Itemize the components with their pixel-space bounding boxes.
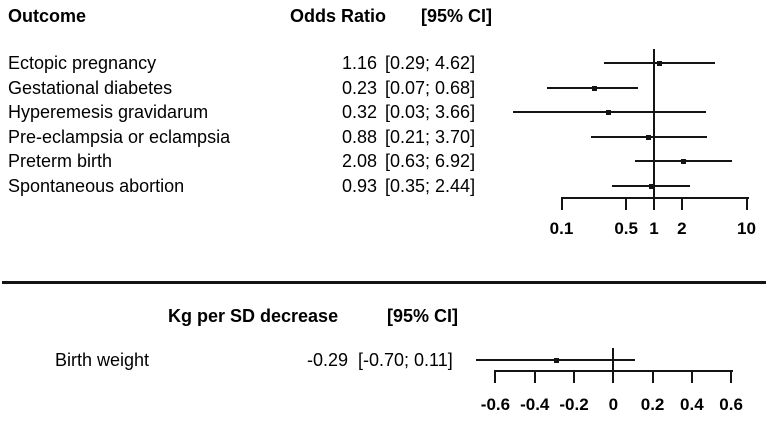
ci-column-header-top: [95% CI] <box>421 6 493 26</box>
axis-tick-label: 0.2 <box>640 395 665 414</box>
axis-tick-label: 10 <box>737 219 756 238</box>
point-estimate <box>648 183 654 189</box>
row-estimate: -0.29 <box>306 350 348 370</box>
panel-divider <box>2 281 766 284</box>
row-estimate: 0.32 <box>341 102 377 122</box>
row-ci: [0.07; 0.68] <box>385 78 476 98</box>
kg-per-sd-column-header: Kg per SD decrease <box>168 306 339 326</box>
row-ci: [0.35; 2.44] <box>385 176 476 196</box>
odds-ratio-column-header: Odds Ratio <box>290 6 387 26</box>
point-estimate <box>680 158 686 164</box>
axis-tick <box>560 197 563 210</box>
axis-tick-label: 0 <box>608 395 619 414</box>
point-estimate <box>605 109 611 115</box>
axis-tick <box>651 370 654 383</box>
row-label: Hyperemesis gravidarum <box>8 102 209 122</box>
row-estimate: 2.08 <box>341 151 377 171</box>
row-estimate: 0.88 <box>341 127 377 147</box>
row-ci: [0.21; 3.70] <box>385 127 476 147</box>
point-estimate <box>592 85 598 91</box>
row-label: Ectopic pregnancy <box>8 53 157 73</box>
axis-tick-label: 0.4 <box>680 395 704 414</box>
row-estimate: 1.16 <box>341 53 377 73</box>
axis-tick-label: -0.6 <box>480 395 511 414</box>
axis-tick-label: 0.5 <box>614 219 638 238</box>
axis-tick <box>533 370 536 383</box>
axis-tick <box>653 197 655 210</box>
axis-tick <box>612 370 615 383</box>
axis-tick <box>690 370 693 383</box>
row-ci: [0.03; 3.66] <box>385 102 476 122</box>
axis-tick-label: -0.4 <box>520 395 550 414</box>
axis-tick-label: 0.1 <box>549 219 574 238</box>
row-label: Preterm birth <box>8 151 113 171</box>
axis-tick-label: -0.2 <box>559 395 589 414</box>
row-estimate: 0.23 <box>341 78 377 98</box>
axis-tick <box>573 370 576 383</box>
row-ci: [0.29; 4.62] <box>385 53 476 73</box>
row-ci: [0.63; 6.92] <box>385 151 476 171</box>
point-estimate <box>657 60 663 66</box>
axis-line <box>561 197 749 199</box>
axis-tick <box>730 370 733 383</box>
axis-tick-label: 2 <box>677 219 687 238</box>
row-ci: [-0.70; 0.11] <box>358 350 453 370</box>
axis-tick-label: 0.6 <box>719 395 743 414</box>
reference-line <box>612 348 615 383</box>
axis-tick <box>494 370 497 383</box>
ci-column-header-bottom: [95% CI] <box>387 306 459 326</box>
reference-line <box>653 49 655 210</box>
outcome-column-header: Outcome <box>8 6 87 26</box>
row-label: Spontaneous abortion <box>8 176 185 196</box>
axis-tick <box>625 197 628 210</box>
row-label: Gestational diabetes <box>8 78 173 98</box>
axis-tick <box>745 197 748 210</box>
row-estimate: 0.93 <box>341 176 377 196</box>
row-label: Pre-eclampsia or eclampsia <box>8 127 231 147</box>
axis-tick-label: 1 <box>649 219 659 238</box>
point-estimate <box>553 357 559 363</box>
row-label: Birth weight <box>55 350 150 370</box>
point-estimate <box>646 134 652 140</box>
axis-tick <box>680 197 683 210</box>
